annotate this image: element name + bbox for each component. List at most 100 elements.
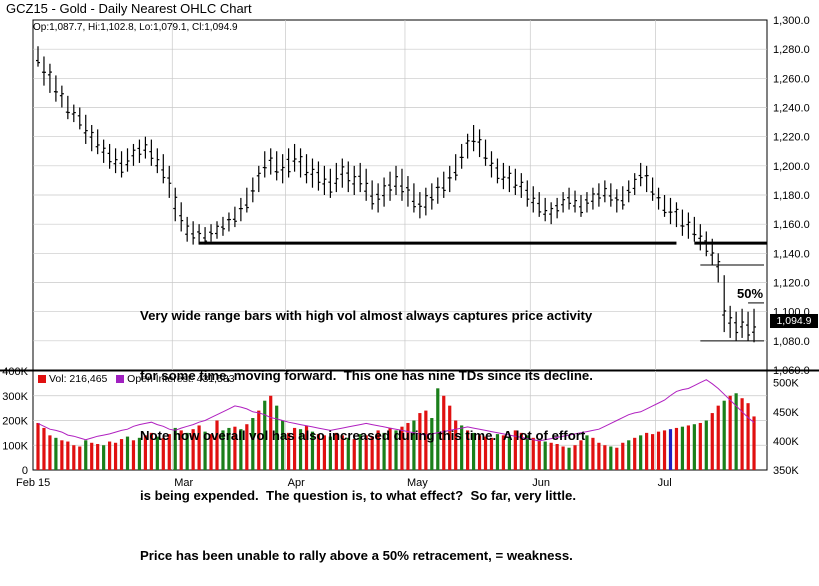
volume-bar — [54, 437, 58, 470]
volume-bar — [84, 440, 88, 470]
volume-bar — [370, 436, 374, 470]
volume-bar — [203, 431, 207, 470]
volume-bar — [722, 400, 726, 470]
annotation-line: is being expended. The question is, to w… — [140, 488, 577, 503]
price-tick-label: 1,180.0 — [773, 190, 810, 202]
volume-bar — [597, 442, 601, 470]
volume-bar — [656, 431, 661, 470]
volume-bar — [316, 434, 321, 470]
volume-bar — [740, 398, 744, 470]
volume-tick-label: 200K — [2, 416, 28, 428]
oi-tick-label: 400K — [773, 436, 799, 448]
volume-bar — [466, 430, 470, 470]
volume-tick-label: 300K — [2, 391, 28, 403]
volume-bar — [460, 425, 464, 470]
price-tick-label: 1,300.0 — [773, 15, 810, 27]
volume-bar — [549, 442, 553, 470]
volume-bar — [507, 436, 511, 470]
volume-bar — [710, 413, 714, 470]
volume-bar — [746, 403, 750, 470]
volume-bar — [298, 429, 303, 470]
x-tick-label: Feb 15 — [16, 477, 50, 489]
volume-bar — [191, 429, 195, 470]
volume-bar — [692, 424, 696, 470]
volume-bar — [173, 427, 177, 470]
volume-bar — [382, 432, 386, 470]
volume-bar — [251, 418, 255, 470]
volume-bar — [495, 434, 500, 470]
annotation-line: Note how overall vol has also increased … — [140, 428, 586, 443]
volume-bar — [412, 420, 416, 470]
volume-bar — [436, 388, 440, 470]
volume-bar — [728, 395, 732, 470]
x-tick-label: Jun — [532, 477, 550, 489]
price-tick-label: 1,060.0 — [773, 365, 810, 377]
volume-bar — [257, 410, 261, 470]
volume-bar — [48, 435, 52, 470]
oi-swatch — [116, 375, 125, 383]
volume-bar — [108, 441, 112, 470]
volume-bar — [621, 442, 625, 470]
x-tick-label: May — [407, 477, 428, 489]
volume-bar — [603, 445, 607, 470]
volume-bar — [561, 446, 565, 470]
x-tick-label: Jul — [658, 477, 672, 489]
volume-bar — [167, 434, 171, 470]
volume-bar — [72, 445, 76, 470]
volume-bar — [454, 420, 458, 470]
volume-bar — [376, 430, 380, 470]
volume-tick-label: 400K — [2, 366, 28, 378]
volume-bar — [346, 437, 350, 470]
volume-bar — [674, 427, 679, 470]
volume-bar — [143, 435, 148, 470]
volume-bar — [609, 446, 613, 470]
volume-bar — [430, 418, 434, 470]
volume-bar — [579, 440, 583, 470]
annotation-line: Very wide range bars with high vol almos… — [140, 308, 593, 323]
volume-bar — [60, 440, 64, 470]
volume-bar — [633, 437, 637, 470]
volume-bar — [650, 434, 655, 470]
volume-bar — [340, 435, 344, 470]
volume-bar — [275, 405, 279, 470]
volume-bar — [752, 416, 756, 470]
volume-bar — [90, 442, 94, 470]
chart-canvas: 1,060.01,080.01,100.01,120.01,140.01,160… — [0, 15, 819, 489]
volume-bar — [573, 445, 577, 470]
volume-bar — [239, 429, 243, 470]
volume-bar — [627, 440, 631, 470]
volume-bar — [501, 435, 506, 470]
volume-bar — [704, 420, 708, 470]
annotation-line: Price has been unable to rally above a 5… — [140, 548, 573, 563]
oi-tick-label: 450K — [773, 407, 799, 419]
volume-bar — [245, 424, 249, 470]
volume-bar — [686, 425, 690, 470]
oi-tick-label: 500K — [773, 378, 799, 390]
volume-bar — [513, 430, 517, 470]
volume-bar — [716, 405, 720, 470]
volume-bar — [567, 447, 571, 470]
volume-bar — [519, 432, 523, 470]
price-tick-label: 1,220.0 — [773, 132, 810, 144]
volume-bar — [334, 432, 338, 470]
oi-tick-label: 350K — [773, 465, 799, 477]
volume-bar — [287, 432, 291, 470]
volume-bar — [304, 425, 309, 470]
volume-bar — [36, 422, 40, 470]
retracement-label: 50% — [737, 286, 764, 301]
volume-bar — [149, 432, 153, 470]
volume-bar — [227, 427, 231, 470]
volume-bar — [543, 441, 547, 470]
volume-bar — [155, 436, 159, 470]
price-tick-label: 1,160.0 — [773, 219, 810, 231]
volume-bar — [119, 439, 124, 470]
oi-legend-label: Open Interest: 431,583 — [127, 373, 235, 385]
volume-bar — [352, 439, 356, 470]
volume-bar — [639, 435, 643, 470]
volume-bar — [489, 437, 494, 470]
volume-bar — [537, 440, 541, 470]
x-tick-label: Apr — [288, 477, 305, 489]
volume-bar — [388, 427, 392, 470]
volume-bar — [233, 426, 237, 470]
volume-bar — [215, 420, 219, 470]
